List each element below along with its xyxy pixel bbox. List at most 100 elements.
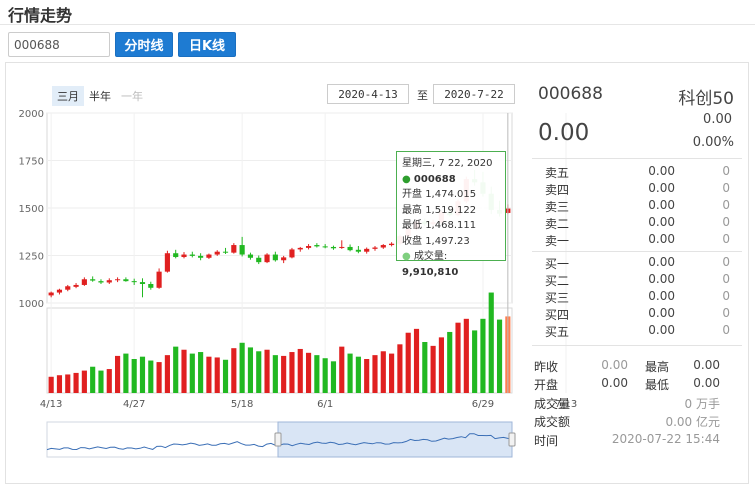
bid-row: 买三 0.00 0 (545, 289, 730, 305)
navigator-selection[interactable] (277, 421, 513, 458)
volume-bar (56, 375, 63, 393)
candle-body (347, 246, 353, 251)
volume-bar (455, 322, 461, 393)
stock-code-input[interactable] (8, 32, 110, 57)
candle-body (198, 255, 204, 258)
price-tick-label: 1750 (19, 157, 44, 168)
volume-bar (413, 328, 420, 393)
tooltip-open: 开盘 1,474.015 (402, 189, 477, 200)
candle-body (164, 253, 170, 272)
navigator-left-handle[interactable] (274, 432, 282, 447)
price-tick-label: 1250 (19, 252, 44, 263)
candle-body (81, 279, 87, 285)
ask-row: 卖二 0.00 0 (545, 215, 730, 231)
orderbook-top-rule (532, 158, 742, 159)
tooltip-low: 最低 1,468.111 (402, 220, 477, 231)
volume-bar (106, 369, 112, 393)
volume-bar (297, 348, 303, 393)
end-date-input[interactable]: 2020-7-22 (433, 84, 515, 104)
candle-body (156, 271, 162, 288)
volume-bar (164, 355, 170, 393)
candle-body (231, 245, 237, 253)
stat-low: 0.00 (693, 376, 720, 390)
candle-body (314, 245, 320, 247)
quote-change-pct: 0.00% (692, 135, 734, 150)
candle-body (123, 279, 129, 282)
candle-body (214, 251, 220, 255)
price-tick-label: 1500 (19, 204, 44, 215)
x-tick-label: 6/1 (317, 399, 333, 410)
candle-body (98, 281, 104, 283)
bid-row: 买四 0.00 0 (545, 306, 730, 322)
range-tab-6m[interactable]: 半年 (89, 90, 111, 103)
bid-row: 买二 0.00 0 (545, 272, 730, 288)
date-separator: 至 (417, 89, 428, 102)
start-date-input[interactable]: 2020-4-13 (327, 84, 409, 104)
volume-bar (206, 356, 212, 393)
volume-bar (496, 319, 503, 393)
candle-body (189, 254, 195, 256)
stat-prev-close-label: 昨收 (534, 360, 559, 374)
volume-bar (115, 355, 121, 393)
candle-body (115, 279, 121, 281)
ask-row: 卖三 0.00 0 (545, 198, 730, 214)
x-tick-label: 4/13 (40, 399, 62, 410)
bid-row: 买一 0.00 0 (545, 255, 730, 271)
volume-bar (347, 353, 353, 393)
ask-row: 卖五 0.00 0 (545, 164, 730, 180)
candle-body (65, 286, 71, 290)
candle-body (364, 248, 370, 252)
candle-body (281, 257, 287, 261)
volume-bar (48, 376, 54, 393)
title-divider (0, 24, 755, 25)
candle-body (256, 257, 262, 263)
volume-bar (81, 370, 87, 393)
candle-body (339, 246, 345, 248)
x-tick-label: 5/18 (231, 399, 253, 410)
volume-bar (422, 342, 428, 393)
candle-body (106, 280, 112, 283)
candle-body (372, 247, 378, 249)
navigator-right-handle[interactable] (508, 432, 516, 447)
candle-body (48, 292, 54, 296)
candle-body (330, 246, 337, 249)
bid-row: 买五 0.00 0 (545, 323, 730, 339)
candle-body (264, 254, 270, 263)
volume-bar (173, 346, 179, 393)
price-tick-label: 2000 (19, 109, 44, 120)
tooltip-date: 星期三, 7 22, 2020 (402, 158, 493, 169)
volume-bar (264, 349, 270, 393)
volume-bar (438, 337, 444, 393)
volume-bar (198, 352, 204, 393)
orderbook-mid-rule (532, 251, 742, 252)
range-tab-1y: 一年 (121, 90, 143, 103)
series-dot-icon: ● (402, 173, 411, 185)
stat-volume-label: 成交量 (534, 397, 571, 411)
stat-volume: 0 万手 (684, 397, 720, 411)
volume-bar (189, 353, 195, 393)
candle-body (131, 281, 137, 283)
candle-body (173, 253, 179, 258)
tooltip-code-row: ● 000688 (402, 172, 500, 188)
ask-row: 卖四 0.00 0 (545, 181, 730, 197)
x-tick-label: 4/27 (123, 399, 145, 410)
volume-bar (339, 346, 345, 393)
volume-bar (289, 352, 295, 393)
candle-body (289, 249, 295, 258)
candle-body (181, 254, 187, 258)
candle-body (148, 284, 154, 288)
volume-bar (322, 358, 328, 393)
volume-bar (73, 372, 79, 393)
candle-body (272, 254, 278, 261)
volume-bar (247, 347, 254, 393)
stat-prev-close: 0.00 (601, 358, 628, 372)
volume-dot-icon: ● (402, 251, 411, 262)
stat-open: 0.00 (601, 376, 628, 390)
volume-bar (148, 360, 154, 393)
timeshare-button[interactable]: 分时线 (115, 32, 173, 57)
range-tab-3m[interactable]: 三月 (52, 86, 84, 106)
quote-price: 0.00 (538, 120, 590, 146)
kline-button[interactable]: 日K线 (178, 32, 236, 57)
volume-bar (272, 355, 278, 393)
volume-bar (123, 353, 129, 393)
